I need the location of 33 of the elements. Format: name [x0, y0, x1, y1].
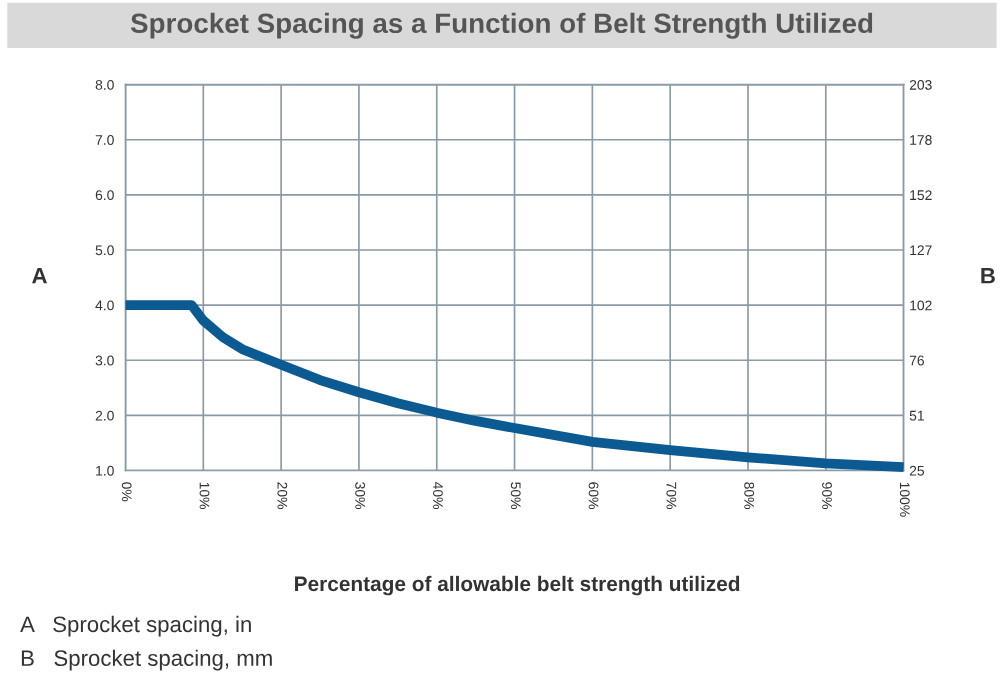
y-tick-label: 1.0: [96, 465, 114, 476]
chart-title: Sprocket Spacing as a Function of Belt Strength Utilized: [130, 12, 873, 39]
x-tick-label: 40%: [433, 481, 443, 509]
y2-tick-label: 51: [909, 410, 924, 421]
x-tick-label: 70%: [666, 482, 677, 509]
y2-tick-label: 102: [910, 300, 932, 311]
y2-tick-label: 127: [910, 245, 932, 256]
text: B Sprocket spacing, mm: [21, 649, 272, 671]
x-tick-label: 0%: [121, 482, 132, 502]
y-tick-label: 8.0: [95, 79, 114, 90]
x-tick-label: 90%: [822, 482, 832, 509]
text: A Sprocket spacing, in: [20, 615, 251, 637]
x-tick-label: 50%: [510, 482, 521, 509]
y2-axis-title: B: [981, 268, 995, 284]
y-axis-title: A: [32, 268, 47, 284]
y2-tick-label: 25: [909, 465, 925, 476]
y-tick-label: 4.0: [95, 300, 114, 311]
y2-tick-label: 203: [909, 79, 932, 90]
x-tick-label: 20%: [277, 482, 288, 509]
x-tick-label: 80%: [744, 482, 755, 509]
y-tick-label: 6.0: [95, 190, 114, 201]
y2-tick-label: 152: [910, 190, 932, 201]
y-tick-label: 5.0: [95, 245, 114, 256]
y-tick-label: 2.0: [95, 410, 114, 421]
y2-tick-label: 178: [910, 135, 932, 145]
x-axis-title: Percentage of allowable belt strength utilized: [295, 575, 740, 596]
y2-tick-label: 76: [909, 355, 924, 366]
x-tick-label: 100%: [899, 482, 910, 517]
y-tick-label: 3.0: [95, 355, 114, 366]
x-tick-label: 60%: [588, 482, 599, 509]
x-tick-label: 10%: [199, 482, 210, 509]
x-tick-label: 30%: [355, 482, 366, 509]
y-tick-label: 7.0: [95, 135, 114, 145]
